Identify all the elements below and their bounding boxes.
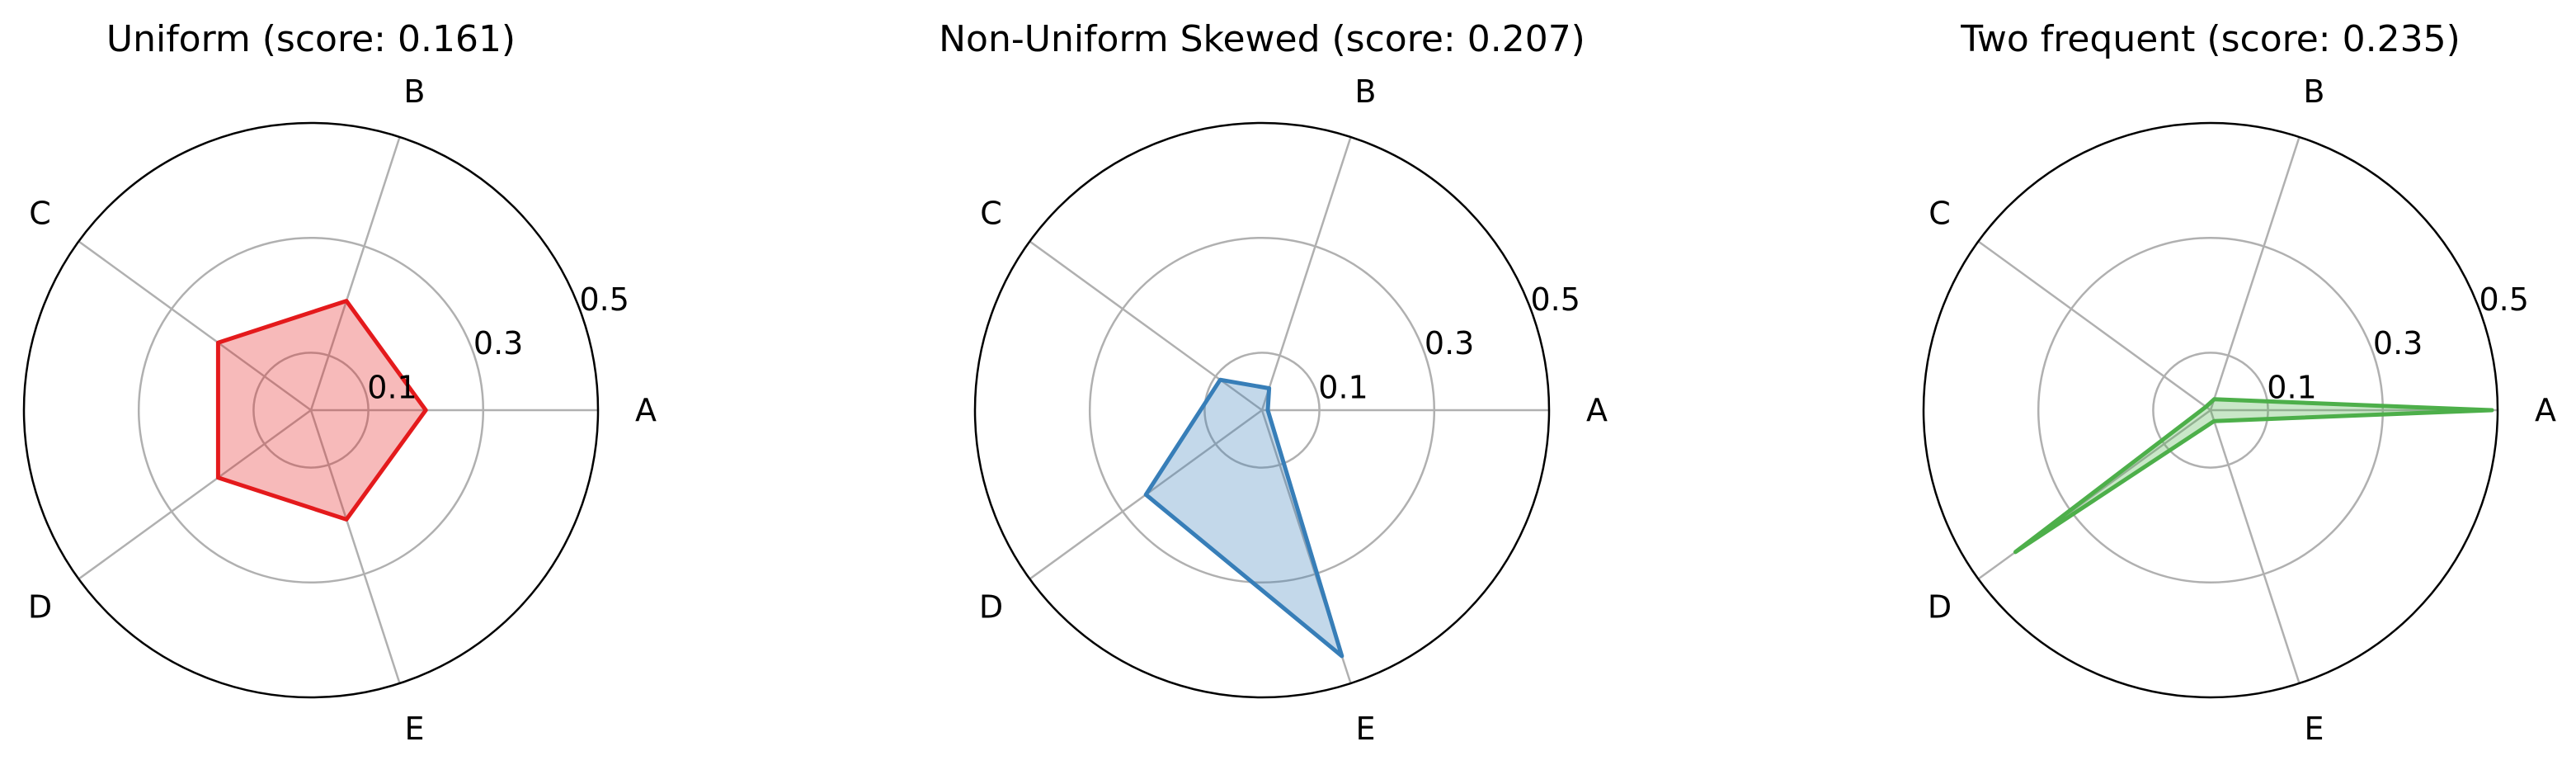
radial-tick-label-2: 0.5 — [580, 281, 629, 318]
category-label-D: D — [979, 589, 1003, 626]
spoke-C — [78, 240, 312, 412]
radar-panel-uniform: Uniform (score: 0.161) A B C D E 0.1 0.3 0.5 — [22, 18, 657, 747]
category-label-E: E — [404, 711, 424, 747]
series-line — [2013, 397, 2494, 555]
category-label-A: A — [1586, 392, 1608, 428]
series-line — [215, 299, 428, 522]
radial-tick-label-2: 0.5 — [1531, 281, 1580, 318]
spoke-C — [1977, 240, 2211, 412]
radial-tick-label-1: 0.3 — [1425, 325, 1474, 361]
chart-title: Two frequent (score: 0.235) — [1960, 18, 2461, 60]
radar-panel-non-uniform-skewed: Non-Uniform Skewed (score: 0.207) A B C D E 0.… — [939, 18, 1608, 747]
radial-tick-label-0: 0.1 — [2267, 369, 2316, 405]
spoke-E — [2209, 409, 2301, 684]
outer-frame — [22, 121, 600, 699]
series-fill — [1146, 380, 1342, 656]
radial-tick-label-2: 0.5 — [2479, 281, 2529, 318]
spoke-B — [309, 136, 401, 411]
category-label-C: C — [1928, 195, 1951, 231]
spoke-B — [1260, 136, 1352, 411]
radial-tick-label-1: 0.3 — [2373, 325, 2423, 361]
radial-tick-label-1: 0.3 — [473, 325, 523, 361]
series-fill — [218, 300, 426, 520]
category-label-B: B — [2303, 73, 2324, 110]
category-label-A: A — [635, 392, 657, 428]
radar-panel-two-frequent: Two frequent (score: 0.235) A B C D E 0.1 0.3 0.… — [1922, 18, 2556, 747]
spoke-D — [78, 409, 312, 580]
category-label-E: E — [2304, 711, 2324, 747]
outer-frame — [973, 121, 1551, 699]
spoke-B — [2209, 136, 2301, 411]
spoke-E — [309, 409, 401, 684]
category-label-D: D — [1928, 589, 1952, 626]
radial-tick-label-0: 0.1 — [367, 369, 417, 405]
outer-frame — [1922, 121, 2499, 699]
category-label-B: B — [403, 73, 425, 110]
category-label-B: B — [1354, 73, 1376, 110]
category-label-C: C — [29, 195, 51, 231]
category-label-D: D — [28, 589, 52, 626]
category-label-E: E — [1355, 711, 1375, 747]
radial-tick-label-0: 0.1 — [1318, 369, 1368, 405]
category-label-C: C — [980, 195, 1002, 231]
chart-title: Non-Uniform Skewed (score: 0.207) — [939, 18, 1585, 60]
series-line — [1143, 377, 1345, 659]
chart-title: Uniform (score: 0.161) — [106, 18, 516, 60]
category-label-A: A — [2535, 392, 2556, 428]
